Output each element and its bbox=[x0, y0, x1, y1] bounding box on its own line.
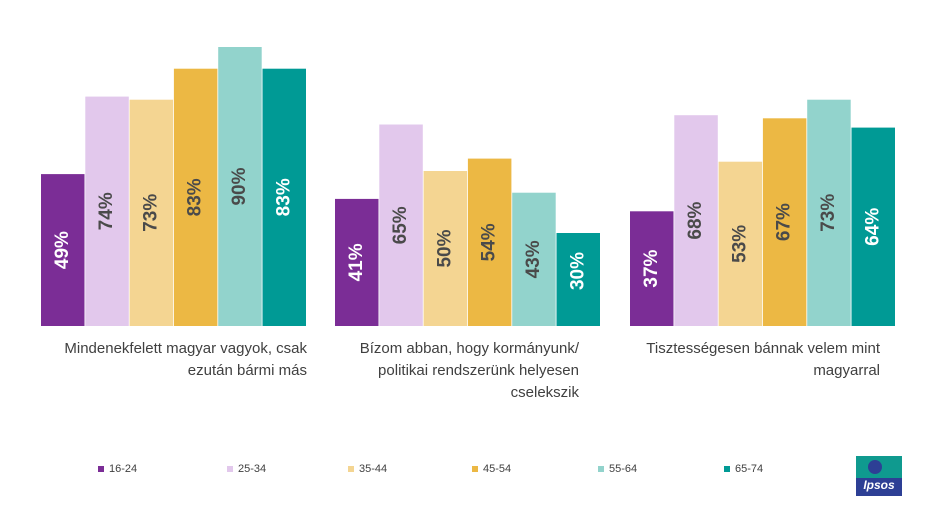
legend-swatch bbox=[348, 466, 354, 472]
bar-25-34-cat1 bbox=[85, 96, 129, 326]
data-label-25-34-cat3: 68% bbox=[685, 201, 706, 239]
data-label-55-64-cat1: 90% bbox=[229, 167, 250, 205]
data-label-35-44-cat1: 73% bbox=[140, 194, 161, 232]
legend-swatch bbox=[472, 466, 478, 472]
legend-item-25-34: 25-34 bbox=[227, 463, 266, 475]
ipsos-logo: Ipsos bbox=[856, 456, 902, 496]
bar-45-54-cat3 bbox=[762, 118, 807, 326]
legend-item-45-54: 45-54 bbox=[472, 463, 511, 475]
category-label-2: Bízom abban, hogy kormányunk/politikai r… bbox=[279, 338, 579, 404]
bar-55-64-cat2 bbox=[512, 192, 556, 326]
bar-25-34-cat2 bbox=[379, 124, 423, 326]
bar-65-74-cat1 bbox=[262, 68, 306, 326]
bar-16-24-cat1 bbox=[41, 174, 85, 326]
category-label-line: politikai rendszerünk helyesen bbox=[378, 362, 579, 379]
chart-legend: 16-24 25-34 35-44 45-54 55-64 65-74 bbox=[92, 463, 812, 481]
legend-item-16-24: 16-24 bbox=[98, 463, 137, 475]
legend-label: 35-44 bbox=[359, 463, 388, 475]
bar-16-24-cat3 bbox=[630, 211, 674, 326]
legend-swatch bbox=[598, 466, 604, 472]
legend-swatch bbox=[724, 466, 730, 472]
data-label-16-24-cat2: 41% bbox=[346, 243, 367, 281]
legend-swatch bbox=[98, 466, 104, 472]
bar-35-44-cat2 bbox=[423, 171, 468, 326]
bar-45-54-cat2 bbox=[467, 158, 512, 326]
legend-label: 55-64 bbox=[609, 463, 638, 475]
bar-16-24-cat2 bbox=[335, 198, 379, 326]
data-label-65-74-cat2: 30% bbox=[567, 252, 588, 290]
bar-25-34-cat3 bbox=[674, 115, 718, 326]
legend-label: 25-34 bbox=[238, 463, 267, 475]
bar-35-44-cat3 bbox=[718, 161, 763, 326]
data-label-16-24-cat1: 49% bbox=[52, 231, 73, 269]
category-label-line: magyarral bbox=[813, 362, 880, 379]
category-label-line: Mindenekfelett magyar vagyok, csak bbox=[64, 340, 307, 357]
data-label-25-34-cat1: 74% bbox=[96, 192, 117, 230]
category-label-3: Tisztességesen bánnak velem mint magyarra… bbox=[580, 338, 880, 382]
legend-item-65-74: 65-74 bbox=[724, 463, 763, 475]
category-label-line: ezután bármi más bbox=[187, 362, 307, 379]
bar-45-54-cat1 bbox=[173, 68, 218, 326]
category-label-line: Bízom abban, hogy kormányunk/ bbox=[359, 340, 579, 357]
bar-65-74-cat2 bbox=[556, 233, 600, 326]
legend-item-55-64: 55-64 bbox=[598, 463, 637, 475]
category-label-line: Tisztességesen bánnak velem mint bbox=[646, 340, 880, 357]
data-label-45-54-cat1: 83% bbox=[185, 178, 206, 216]
category-label-line: cselekszik bbox=[510, 384, 579, 401]
data-label-35-44-cat2: 50% bbox=[434, 229, 455, 267]
data-label-45-54-cat3: 67% bbox=[774, 203, 795, 241]
bar-35-44-cat1 bbox=[129, 99, 174, 326]
bar-55-64-cat3 bbox=[807, 99, 851, 326]
data-label-65-74-cat1: 83% bbox=[273, 178, 294, 216]
legend-swatch bbox=[227, 466, 233, 472]
data-label-16-24-cat3: 37% bbox=[641, 249, 662, 287]
logo-emblem-icon bbox=[856, 456, 902, 478]
legend-item-35-44: 35-44 bbox=[348, 463, 387, 475]
data-label-25-34-cat2: 65% bbox=[390, 206, 411, 244]
data-label-45-54-cat2: 54% bbox=[479, 223, 500, 261]
legend-label: 45-54 bbox=[483, 463, 512, 475]
category-label-1: Mindenekfelett magyar vagyok, csak ezután… bbox=[7, 338, 307, 382]
legend-label: 65-74 bbox=[735, 463, 764, 475]
data-label-55-64-cat3: 73% bbox=[818, 194, 839, 232]
logo-text: Ipsos bbox=[863, 478, 895, 492]
bar-65-74-cat3 bbox=[851, 127, 895, 326]
bar-55-64-cat1 bbox=[218, 47, 262, 326]
legend-label: 16-24 bbox=[109, 463, 138, 475]
data-label-35-44-cat3: 53% bbox=[729, 225, 750, 263]
data-label-65-74-cat3: 64% bbox=[862, 208, 883, 246]
data-label-55-64-cat2: 43% bbox=[523, 240, 544, 278]
